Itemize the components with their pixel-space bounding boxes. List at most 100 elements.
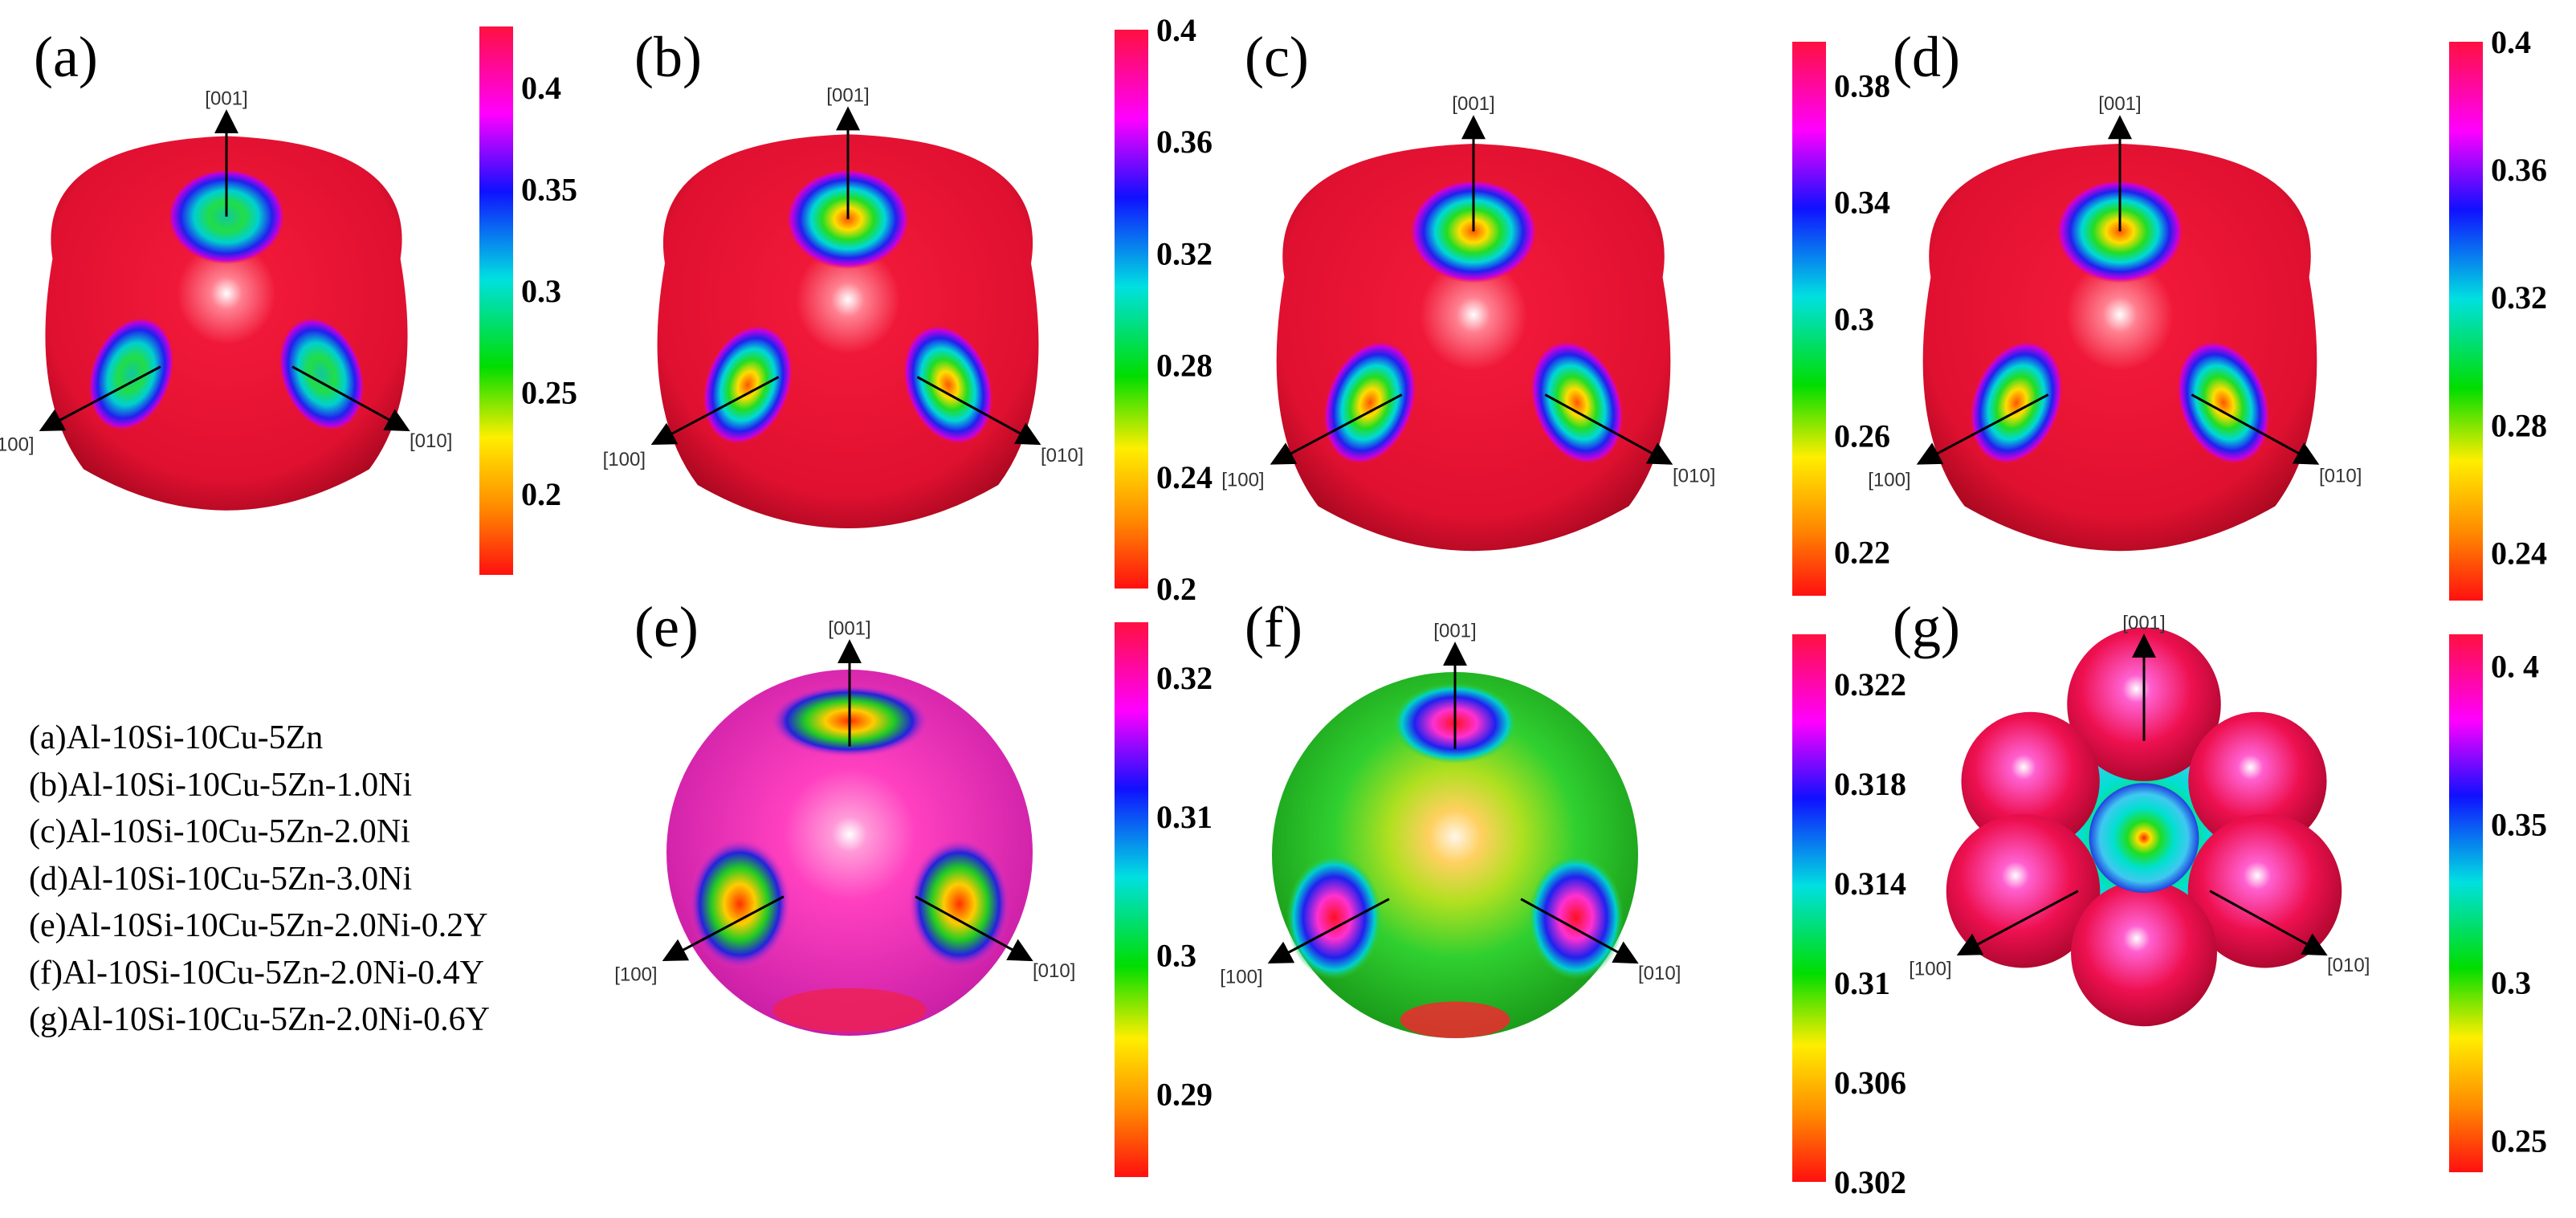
legend-item-b: (b)Al-10Si-10Cu-5Zn-1.0Ni [29, 766, 413, 804]
axis-label-010: [010] [1673, 466, 1715, 487]
panel-label-a: (a) [34, 25, 98, 89]
axis-arrow-010 [1544, 393, 1673, 465]
colorbar-tick-g-2: 0.3 [2491, 965, 2531, 1001]
axis-label-010: [010] [2327, 955, 2370, 976]
axis-label-001: [001] [205, 88, 247, 110]
colorbar-a [479, 26, 513, 575]
colorbar-tick-a-3: 0.25 [521, 374, 577, 410]
surface-hole-010 [1530, 340, 1624, 465]
legend-item-a: (a)Al-10Si-10Cu-5Zn [29, 719, 324, 756]
axis-label-100: [100] [603, 449, 646, 470]
axis-arrow-100 [1956, 890, 2079, 956]
colorbar-tick-b-4: 0.24 [1156, 459, 1213, 495]
colorbar-tick-e-3: 0.29 [1156, 1076, 1213, 1112]
colorbar-tick-d-3: 0.28 [2491, 407, 2547, 443]
axis-label-010: [010] [1638, 963, 1681, 984]
surface-spot-bottom [772, 988, 927, 1033]
legend-item-c: (c)Al-10Si-10Cu-5Zn-2.0Ni [29, 813, 410, 850]
panel-d: (d) [001] [100] [010] 0.4 0.36 0.32 0.28 0.24 [1868, 24, 2547, 601]
surface-center-g [2089, 783, 2199, 893]
panel-label-b: (b) [634, 25, 702, 89]
colorbar-tick-d-4: 0.24 [2491, 535, 2547, 571]
axis-label-010: [010] [2319, 466, 2362, 487]
axis-label-010: [010] [1041, 445, 1083, 466]
colorbar-tick-c-0: 0.38 [1834, 67, 1890, 104]
axis-arrow-010 [2191, 393, 2320, 465]
axis-label-100: [100] [1868, 470, 1910, 491]
colorbar-tick-f-0: 0.322 [1834, 666, 1906, 703]
axis-label-001: [001] [1433, 621, 1476, 642]
axis-label-100: [100] [1220, 967, 1262, 988]
colorbar-tick-b-5: 0.2 [1156, 571, 1196, 607]
legend-item-d: (d)Al-10Si-10Cu-5Zn-3.0Ni [29, 860, 413, 898]
colorbar-tick-d-2: 0.32 [2491, 279, 2547, 316]
colorbar-tick-b-0: 0.4 [1156, 12, 1196, 48]
axis-arrow-100 [1916, 393, 2049, 465]
surface-spot-bottom [1400, 1001, 1510, 1038]
panel-label-d: (d) [1893, 25, 1960, 89]
surface-hole-100 [1970, 340, 2064, 465]
axis-label-001: [001] [2098, 93, 2141, 115]
legend-item-g: (g)Al-10Si-10Cu-5Zn-2.0Ni-0.6Y [29, 1001, 490, 1038]
axis-arrow-010 [916, 376, 1041, 446]
axis-label-100: [100] [614, 964, 657, 986]
surface-spot-010 [907, 837, 1011, 970]
colorbar-tick-b-1: 0.36 [1156, 124, 1213, 160]
colorbar-tick-c-1: 0.34 [1834, 185, 1890, 221]
surface-hole-010 [2176, 340, 2270, 465]
colorbar-tick-e-2: 0.3 [1156, 938, 1196, 974]
colorbar-tick-c-2: 0.3 [1834, 301, 1874, 337]
colorbar-tick-d-1: 0.36 [2491, 152, 2547, 188]
colorbar-tick-b-2: 0.32 [1156, 235, 1213, 271]
panel-label-c: (c) [1245, 25, 1309, 89]
surface-lobe-lower-right [2187, 813, 2342, 968]
surface-hole-100 [1323, 340, 1417, 465]
axis-arrow-010 [915, 895, 1033, 962]
surface-spot-100 [1286, 855, 1382, 980]
panel-label-f: (f) [1245, 595, 1302, 659]
colorbar-tick-a-2: 0.3 [521, 273, 561, 309]
colorbar-tick-d-0: 0.4 [2491, 24, 2531, 60]
colorbar-tick-f-3: 0.31 [1834, 965, 1890, 1001]
colorbar-tick-c-4: 0.22 [1834, 535, 1890, 571]
colorbar-e [1115, 622, 1148, 1177]
colorbar-tick-g-0: 0. 4 [2491, 648, 2539, 684]
legend-item-f: (f)Al-10Si-10Cu-5Zn-2.0Ni-0.4Y [29, 954, 484, 992]
axis-label-010: [010] [410, 430, 452, 452]
axis-label-001: [001] [1452, 93, 1494, 115]
axis-arrow-010 [2209, 890, 2328, 956]
axis-arrow-100 [1267, 898, 1390, 964]
axis-label-100: [100] [0, 434, 35, 456]
colorbar-b [1115, 30, 1148, 589]
axis-label-001: [001] [2122, 613, 2165, 634]
panel-g: (g) [001] [100] [010] 0. 4 0.35 0.3 0.25 [1893, 595, 2547, 1172]
axis-arrow-100 [1270, 393, 1403, 465]
surface-lobe-upper-right [2188, 711, 2327, 851]
colorbar-f [1792, 634, 1826, 1182]
colorbar-g [2449, 634, 2483, 1172]
colorbar-tick-e-1: 0.31 [1156, 799, 1213, 835]
panel-e: (e) [001] [100] [010] 0.32 0.31 0.3 0.29 [614, 595, 1213, 1177]
colorbar-tick-c-3: 0.26 [1834, 418, 1890, 454]
colorbar-c [1792, 42, 1826, 596]
panel-b: (b) [001] [100] [010] 0.4 0.36 0.32 0.28 0.24 0.2 [603, 12, 1213, 607]
panel-f: (f) [001] [100] [010] 0.322 0.318 0.314 0.31 0.3… [1220, 595, 1906, 1200]
colorbar-tick-f-1: 0.318 [1834, 766, 1906, 802]
colorbar-tick-f-2: 0.314 [1834, 866, 1906, 902]
colorbar-tick-f-5: 0.302 [1834, 1164, 1906, 1200]
surface-hole-010 [903, 324, 993, 445]
surface-hole-010 [279, 317, 365, 431]
colorbar-tick-a-1: 0.35 [521, 171, 577, 207]
panel-c: (c) [001] [100] [010] 0.38 0.34 0.3 0.26 0.22 [1221, 25, 1890, 596]
legend: (a)Al-10Si-10Cu-5Zn (b)Al-10Si-10Cu-5Zn-… [29, 715, 671, 1044]
surface-hole-100 [88, 317, 174, 431]
legend-item-e: (e)Al-10Si-10Cu-5Zn-2.0Ni-0.2Y [29, 907, 488, 944]
surface-lobe-bottom [2071, 880, 2217, 1027]
surface-lobe-lower-left [1946, 813, 2101, 968]
panel-label-g: (g) [1893, 595, 1960, 659]
colorbar-tick-g-3: 0.25 [2491, 1123, 2547, 1159]
panel-a: (a) [001] [100] [010] 0.4 0.35 0.3 0.25 0.2 [0, 25, 577, 575]
surface-hole-100 [703, 324, 793, 445]
panel-label-e: (e) [634, 595, 699, 659]
